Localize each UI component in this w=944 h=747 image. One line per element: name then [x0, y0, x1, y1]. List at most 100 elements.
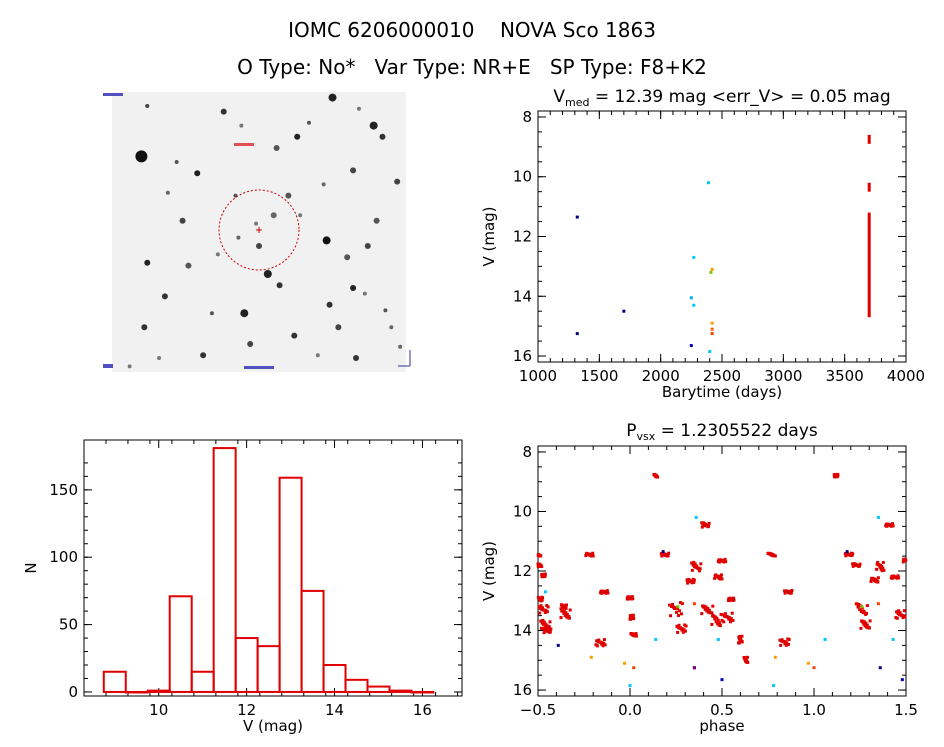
image-star — [270, 212, 277, 219]
phase-red-point — [539, 626, 543, 630]
phase-red-point — [668, 603, 672, 607]
phase-red-point — [723, 614, 727, 618]
phase-red-point — [885, 524, 889, 528]
phase-red-point — [700, 525, 704, 529]
phase-red-point — [670, 605, 674, 609]
phase-red-point — [876, 560, 880, 564]
phase-red-point — [666, 554, 670, 558]
lightcurve-ytick-label: 8 — [522, 108, 532, 126]
lightcurve-ytick-label: 14 — [513, 287, 532, 305]
histogram-bar — [168, 595, 193, 693]
histogram-bar — [344, 678, 369, 693]
image-star — [321, 182, 326, 187]
phase-red-point — [698, 567, 702, 571]
phase-red-point — [541, 596, 545, 600]
phase-point — [876, 602, 880, 606]
image-star — [236, 235, 241, 240]
phase-red-point — [868, 619, 872, 623]
phase-point — [845, 550, 849, 554]
phase-point — [632, 666, 636, 670]
histogram-xlabel: V (mag) — [243, 717, 303, 735]
compass-icon — [398, 350, 411, 367]
phase-red-point — [567, 616, 571, 620]
image-star — [185, 262, 192, 269]
phase-red-point — [584, 554, 588, 558]
phase-red-point — [711, 604, 715, 608]
phase-point — [891, 637, 895, 641]
phase-red-point — [559, 616, 563, 620]
image-label-mid — [234, 143, 254, 146]
phase-red-point — [865, 611, 869, 615]
phase-red-point — [548, 620, 552, 624]
phase-red-point — [876, 580, 880, 584]
histogram-xtick-label: 12 — [237, 701, 256, 719]
image-star — [326, 301, 333, 308]
phase-red-point — [541, 618, 545, 622]
lightcurve-red-series — [867, 212, 871, 318]
phase-red-point — [678, 601, 682, 605]
phase-red-point — [773, 554, 777, 558]
phase-red-point — [540, 606, 544, 610]
phase-red-point — [707, 524, 711, 528]
histogram-bar — [366, 685, 391, 693]
phase-red-point — [722, 620, 726, 624]
phase-point — [692, 666, 696, 670]
phase-red-point — [632, 617, 636, 621]
phase-red-point — [707, 608, 711, 612]
image-star — [322, 236, 331, 245]
image-star — [356, 106, 361, 111]
phase-red-point — [858, 562, 862, 566]
phase-red-point — [606, 591, 610, 595]
phase-red-point — [856, 605, 860, 609]
lightcurve-red-series — [867, 182, 871, 192]
lightcurve-ylabel: V (mag) — [480, 206, 498, 266]
phase-red-point — [539, 554, 543, 558]
phase-red-point — [705, 609, 709, 613]
phase-red-point — [714, 620, 718, 624]
phase-red-point — [634, 632, 638, 636]
phase-point — [543, 590, 547, 594]
phase-ytick-label: 10 — [513, 502, 532, 520]
image-star — [273, 145, 280, 151]
histogram-ytick-label: 50 — [59, 616, 78, 634]
phase-red-point — [602, 638, 606, 642]
phase-red-point — [836, 474, 840, 478]
histogram-bar — [300, 589, 325, 693]
phase-red-point — [630, 595, 634, 599]
phase-red-point — [718, 621, 722, 625]
image-star — [179, 217, 186, 224]
phase-red-point — [700, 612, 704, 616]
lightcurve-frame — [537, 110, 907, 363]
phase-red-point — [710, 622, 714, 626]
phase-red-point — [656, 475, 660, 479]
histogram-bar — [124, 690, 149, 694]
phase-red-point — [690, 568, 694, 572]
lightcurve-xtick-label: 3500 — [826, 367, 864, 385]
histogram-bar — [410, 690, 435, 694]
phase-red-point — [537, 605, 541, 609]
phase-red-point — [715, 616, 719, 620]
phase-red-point — [693, 562, 697, 566]
histogram-bar — [190, 670, 215, 693]
image-star — [335, 324, 342, 331]
phase-red-point — [690, 561, 694, 565]
phase-red-point — [548, 630, 552, 634]
image-star — [157, 356, 162, 360]
lightcurve-xtick-label: 2000 — [642, 367, 680, 385]
phase-red-point — [679, 612, 683, 616]
phase-red-point — [862, 622, 866, 626]
phase-red-point — [716, 618, 720, 622]
lightcurve-xtick-label: 4000 — [887, 367, 925, 385]
histogram-xtick-label: 14 — [325, 701, 344, 719]
phase-red-point — [897, 609, 901, 613]
phase-red-point — [718, 624, 722, 628]
image-label-bottom — [244, 366, 274, 369]
image-star — [350, 167, 357, 174]
phase-frame — [537, 445, 907, 697]
phase-ytick-label: 16 — [513, 681, 532, 699]
histogram-ytick-label: 0 — [68, 683, 78, 701]
image-star — [364, 243, 371, 249]
phase-red-point — [684, 624, 688, 628]
phase-red-point — [707, 521, 711, 525]
